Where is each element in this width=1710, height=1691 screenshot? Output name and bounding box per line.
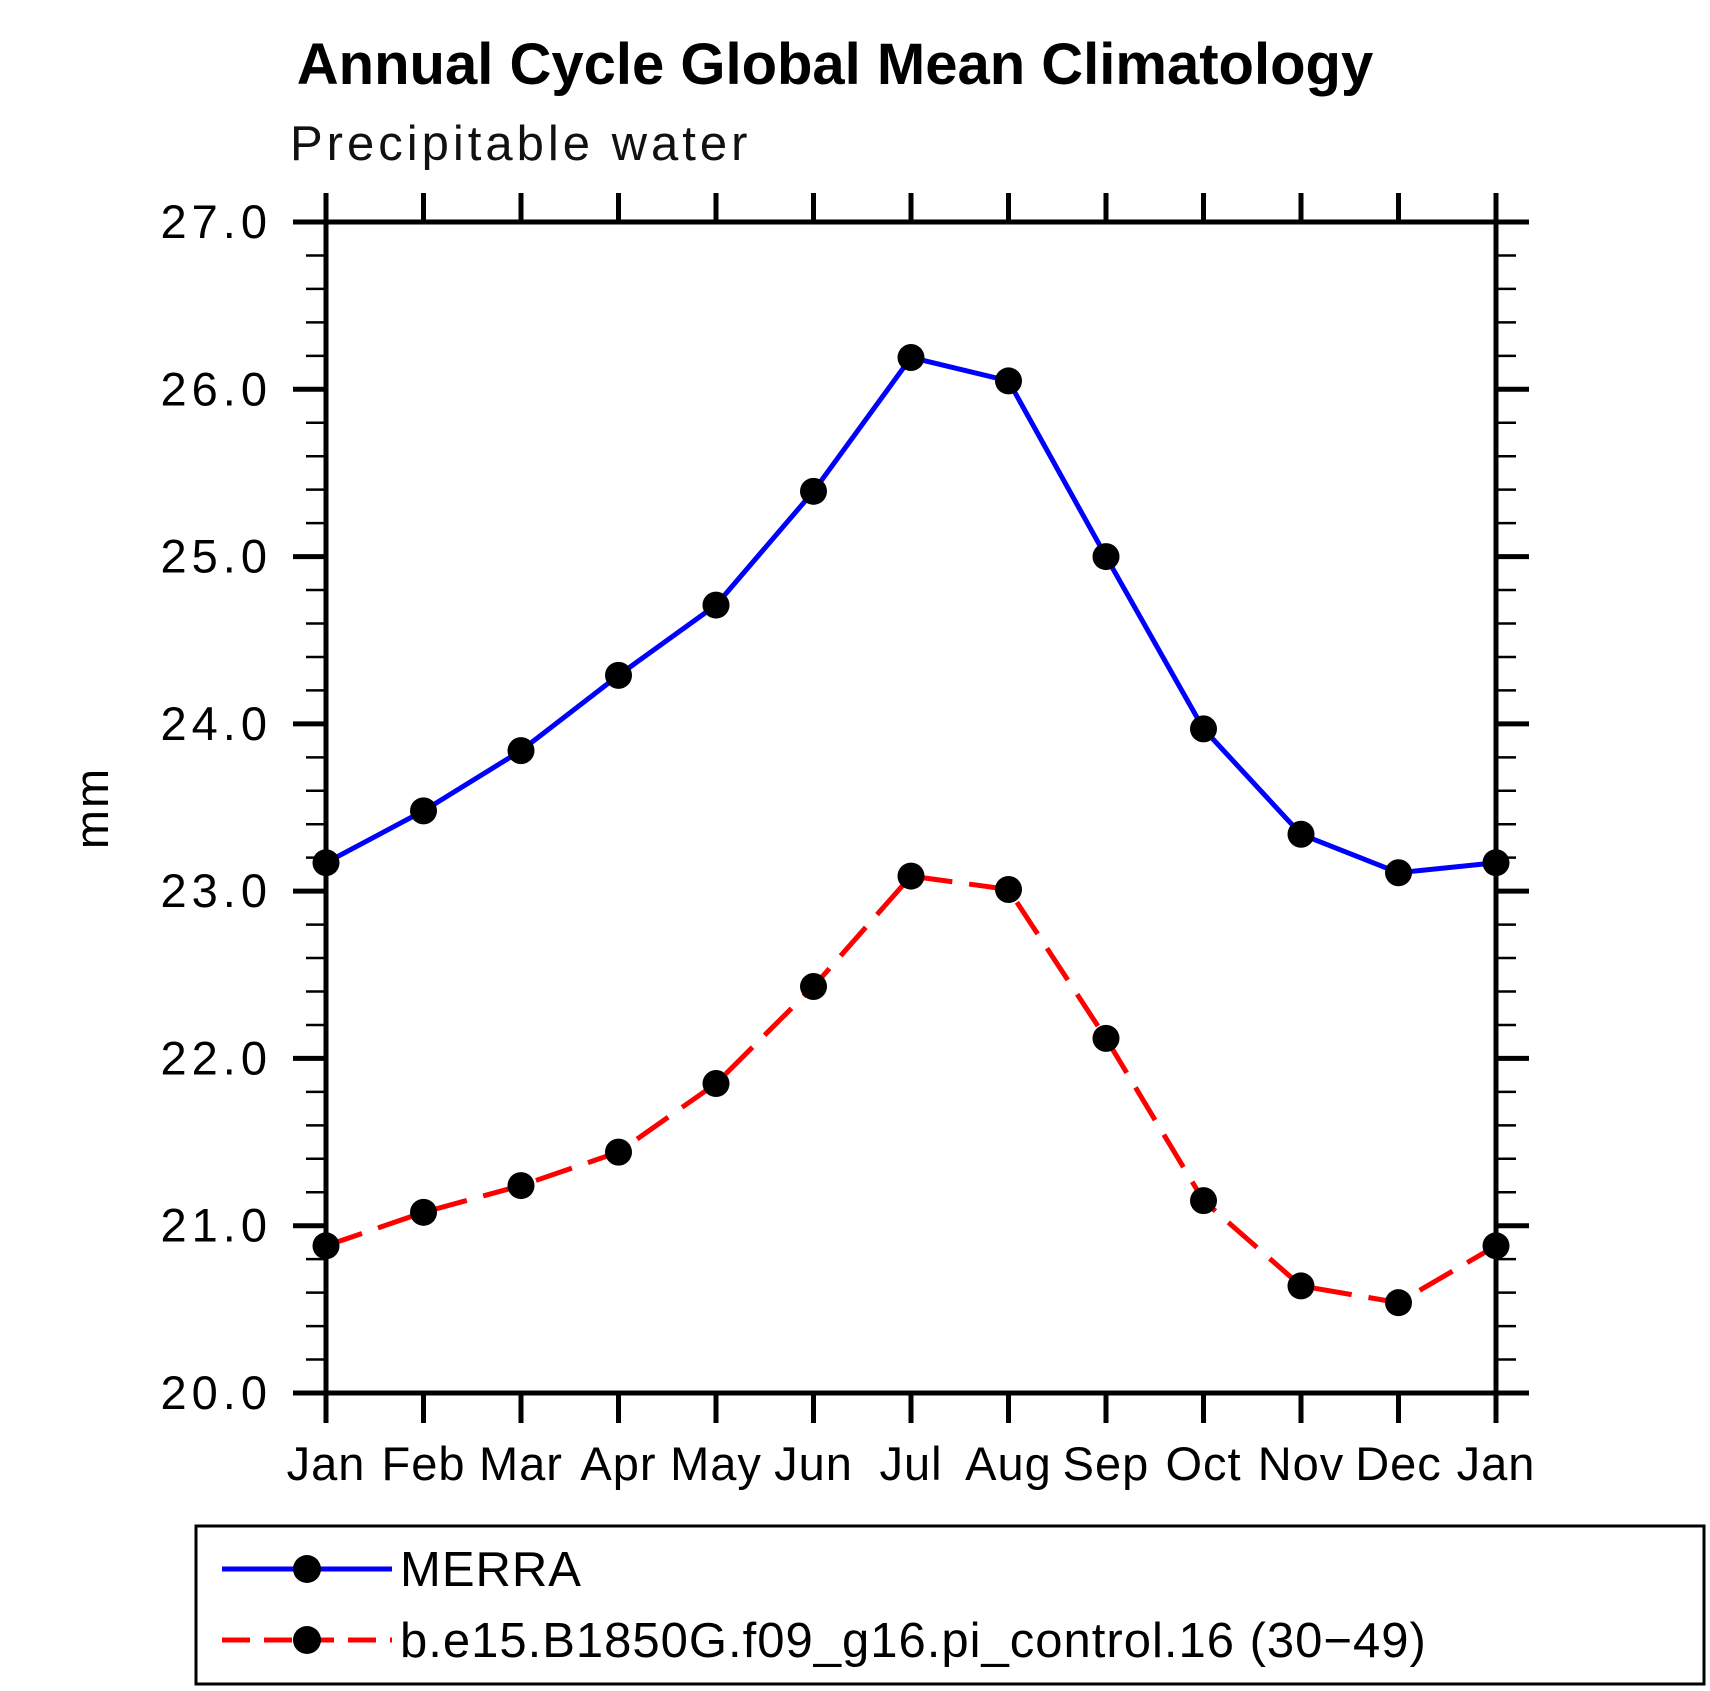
y-axis-tick-label: 25.0	[161, 530, 272, 583]
chart-subtitle: Precipitable water	[290, 117, 751, 171]
merra-point	[1092, 543, 1120, 571]
y-axis-tick-label: 20.0	[161, 1366, 272, 1419]
legend-model-label: b.e15.B1850G.f09_g16.pi_control.16 (30−4…	[400, 1614, 1427, 1668]
merra-line	[324, 354, 1497, 876]
merra-point	[410, 797, 437, 825]
x-axis-month-label: Dec	[1355, 1437, 1442, 1490]
legend-merra-label: MERRA	[400, 1543, 582, 1597]
model-point	[410, 1198, 437, 1226]
plot-frame	[323, 219, 1499, 1396]
y-axis-tick-label: 21.0	[161, 1199, 272, 1252]
merra-point	[1190, 715, 1217, 743]
model-point	[312, 1232, 340, 1260]
merra-point	[312, 849, 340, 877]
model-point	[800, 972, 827, 1000]
merra-point	[995, 367, 1022, 395]
x-axis-month-label: Sep	[1063, 1437, 1150, 1490]
x-axis-month-label: Feb	[382, 1437, 466, 1490]
model-point	[1385, 1289, 1412, 1317]
x-axis-month-label: Jan	[287, 1437, 366, 1490]
chart-title: Annual Cycle Global Mean Climatology	[297, 32, 1373, 97]
x-axis-month-label: Nov	[1258, 1437, 1345, 1490]
merra-point	[1287, 820, 1315, 848]
x-axis-month-label: Jun	[774, 1437, 853, 1490]
x-axis-month-label: Aug	[965, 1437, 1052, 1490]
merra-point	[605, 661, 632, 689]
merra-point	[507, 737, 535, 765]
merra-point	[1385, 859, 1412, 887]
x-axis-month-label: May	[670, 1437, 762, 1490]
x-axis-month-label: Apr	[580, 1437, 656, 1490]
model-point	[507, 1172, 535, 1200]
model-point	[1482, 1232, 1510, 1260]
legend	[194, 1524, 1706, 1686]
y-axis-tick-label: 26.0	[161, 362, 272, 415]
model-line	[325, 873, 1498, 1306]
legend-box	[194, 1524, 1706, 1686]
x-axis-month-label: Jul	[879, 1437, 942, 1490]
legend-merra-marker	[293, 1555, 321, 1583]
merra-point	[800, 477, 827, 505]
model-point	[1092, 1024, 1120, 1052]
y-axis-tick-label: 22.0	[161, 1031, 272, 1084]
x-axis-month-label: Mar	[479, 1437, 563, 1490]
merra-point	[1482, 849, 1510, 877]
y-axis-tick-label: 27.0	[161, 195, 272, 248]
x-axis-month-label: Jan	[1457, 1437, 1536, 1490]
x-axis-month-label: Oct	[1165, 1437, 1241, 1490]
merra-point	[702, 591, 730, 619]
y-axis-unit-label: mm	[65, 767, 118, 849]
model-point	[897, 862, 925, 890]
y-axis-tick-label: 24.0	[161, 697, 272, 750]
model-point	[995, 875, 1022, 903]
model-point	[605, 1138, 632, 1166]
model-point	[1190, 1187, 1217, 1215]
model-point	[702, 1070, 730, 1098]
model-point	[1287, 1272, 1315, 1300]
legend-model-marker	[293, 1626, 321, 1654]
merra-point	[897, 344, 925, 372]
y-axis-tick-label: 23.0	[161, 864, 272, 917]
